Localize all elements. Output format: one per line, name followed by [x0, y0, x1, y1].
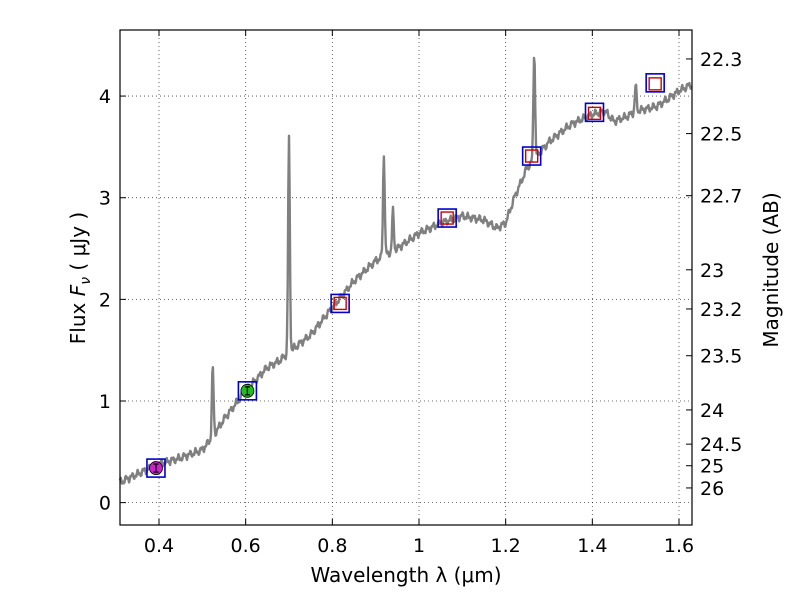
x-tick-label: 1.6 [664, 535, 694, 557]
ticks-layer: 0.4 0.6 0.8 1 1.2 1.4 1.60123422.322.522.72323… [99, 30, 742, 557]
y-tick-label: 3 [99, 188, 111, 210]
right-tick-label: 26 [700, 478, 724, 500]
y-tick-label: 1 [99, 391, 111, 413]
plot-frame [119, 29, 693, 526]
model-photometry-square [333, 296, 347, 311]
model-photometry-square [587, 106, 602, 121]
grid-layer [120, 30, 692, 525]
y-axis-left-label: Flux Fν ( μJy ) [66, 212, 94, 344]
right-tick-label: 24 [700, 400, 724, 422]
photometry-box [521, 146, 542, 166]
right-tick-label: 25 [700, 456, 724, 478]
y-axis-right-label: Magnitude (AB) [759, 192, 783, 347]
right-tick-label: 22.5 [700, 124, 742, 146]
photometry-layer [146, 73, 665, 478]
photometry-box [237, 381, 258, 401]
x-tick-label: 1.2 [491, 535, 521, 557]
x-tick-label: 0.4 [144, 535, 174, 557]
model-spectrum-line [118, 56, 693, 485]
spectrum-layer [118, 56, 693, 485]
photometry-box [584, 102, 605, 123]
right-tick-label: 23.2 [700, 299, 742, 321]
model-photometry-square [524, 149, 539, 163]
y-label-flux-text: Flux [66, 296, 90, 344]
right-tick-label: 23.5 [700, 346, 742, 368]
y-label-symbol: F [66, 284, 90, 296]
y-label-units: ( μJy ) [66, 212, 90, 277]
y-tick-label: 2 [99, 289, 111, 311]
model-photometry-square [648, 77, 662, 91]
right-tick-label: 23 [700, 260, 724, 282]
photometry-box [437, 208, 457, 228]
photometry-box [330, 293, 350, 314]
photometry-box [645, 73, 665, 93]
right-tick-label: 24.5 [700, 434, 742, 456]
x-tick-label: 1.4 [577, 535, 607, 557]
y-tick-label: 4 [99, 86, 111, 108]
right-tick-label: 22.3 [700, 49, 742, 71]
photometry-box [146, 458, 166, 478]
x-axis-label: Wavelength λ (μm) [310, 563, 501, 587]
right-tick-label: 22.7 [700, 186, 742, 208]
x-tick-label: 0.6 [231, 535, 261, 557]
y-label-subscript: ν [78, 277, 94, 285]
x-tick-label: 1 [413, 535, 425, 557]
y-tick-label: 0 [99, 493, 111, 515]
model-photometry-square [440, 211, 454, 225]
x-tick-label: 0.8 [317, 535, 347, 557]
